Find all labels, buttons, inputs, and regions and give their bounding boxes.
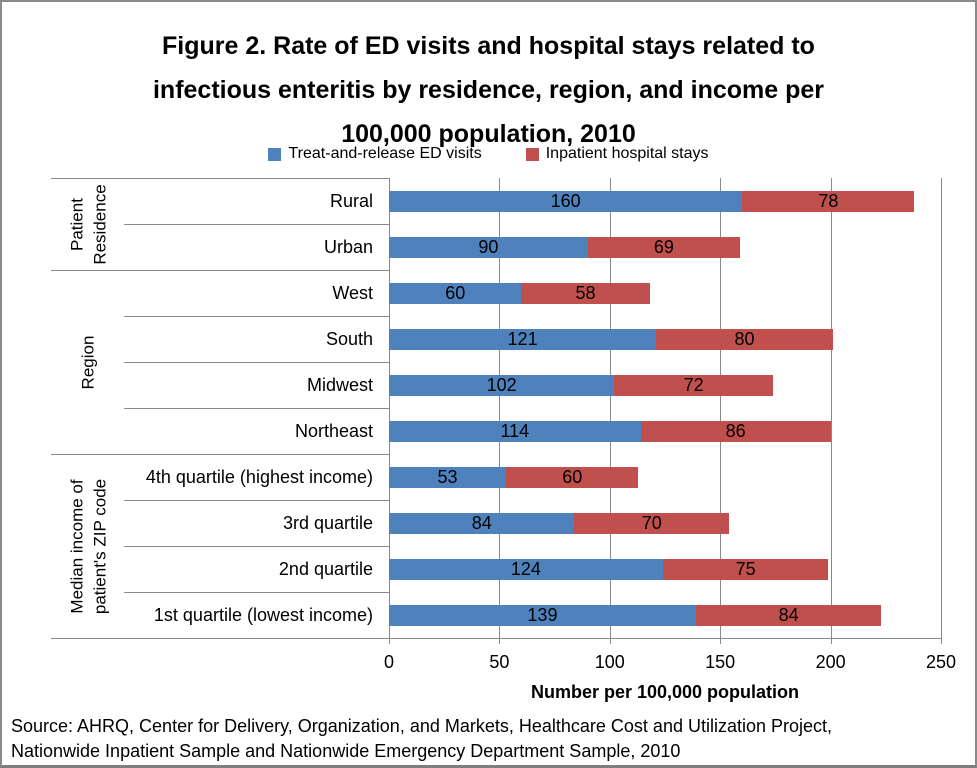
bar-segment-ed-visits: 60 (389, 282, 522, 304)
bar-segment-ed-visits: 102 (389, 374, 615, 396)
bar-segment-ed-visits: 53 (389, 466, 507, 488)
x-tick-label-200: 200 (815, 652, 846, 672)
bar-segment-ed-visits: 90 (389, 236, 588, 258)
legend-swatch-inpatient-stays-icon (525, 147, 539, 161)
legend: Treat-and-release ED visits Inpatient ho… (2, 145, 975, 163)
axis-tick-100 (609, 638, 611, 644)
x-axis-line (51, 638, 942, 639)
bar-segment-inpatient-stays: 69 (587, 236, 741, 258)
gridline-x-150 (720, 178, 722, 638)
x-tick-label-50: 50 (489, 652, 510, 672)
group-boundary-line (51, 178, 389, 179)
bar-segment-ed-visits: 121 (389, 328, 657, 350)
chart-title-line-3: 100,000 population, 2010 (341, 120, 636, 148)
category-separator-line (124, 224, 389, 225)
chart-title-line-2: infectious enteritis by residence, regio… (152, 76, 824, 104)
axis-tick-0 (389, 638, 390, 644)
axis-tick-200 (830, 638, 832, 644)
bar-segment-ed-visits: 124 (389, 558, 663, 580)
axis-tick-250 (941, 638, 942, 644)
bar-segment-ed-visits: 84 (389, 512, 575, 534)
x-axis-title: Number per 100,000 population (530, 682, 800, 702)
category-label: 4th quartile (highest income) (145, 466, 373, 487)
group-boundary-line (51, 454, 389, 455)
category-axis-line (389, 178, 390, 638)
category-separator-line (124, 592, 389, 593)
category-separator-line (124, 316, 389, 317)
gridline-x-100 (609, 178, 611, 638)
chart-title: Figure 2. Rate of ED visits and hospital… (2, 24, 975, 156)
legend-swatch-ed-visits-icon (268, 147, 282, 161)
bar-segment-ed-visits: 160 (389, 190, 743, 212)
bar-segment-ed-visits: 139 (389, 604, 696, 626)
bar-segment-inpatient-stays: 78 (742, 190, 915, 212)
category-label: Rural (329, 190, 373, 211)
group-label-2: Median income of patient's ZIP code (66, 478, 109, 614)
category-label: Northeast (294, 420, 373, 441)
category-label: 2nd quartile (278, 558, 373, 579)
chart-title-line-1: Figure 2. Rate of ED visits and hospital… (162, 32, 815, 60)
category-label: West (332, 282, 373, 303)
group-label-1: Region (78, 335, 97, 389)
legend-label-ed-visits: Treat-and-release ED visits (288, 145, 482, 162)
category-separator-line (124, 362, 389, 363)
gridline-x-50 (499, 178, 501, 638)
legend-item-inpatient-stays: Inpatient hospital stays (525, 145, 709, 163)
axis-tick-150 (720, 638, 722, 644)
category-label: Urban (323, 236, 373, 257)
bar-segment-inpatient-stays: 60 (506, 466, 639, 488)
bar-segment-ed-visits: 114 (389, 420, 641, 442)
bar-segment-inpatient-stays: 58 (521, 282, 650, 304)
gridline-x-200 (830, 178, 832, 638)
axis-tick-50 (499, 638, 501, 644)
x-tick-label-100: 100 (594, 652, 625, 672)
legend-item-ed-visits: Treat-and-release ED visits (268, 145, 482, 163)
x-tick-label-250: 250 (925, 652, 957, 672)
category-label: South (325, 328, 373, 349)
bar-segment-inpatient-stays: 70 (574, 512, 730, 534)
category-separator-line (124, 500, 389, 501)
category-label: 1st quartile (lowest income) (153, 604, 373, 625)
bar-segment-inpatient-stays: 72 (614, 374, 774, 396)
bar-segment-inpatient-stays: 80 (656, 328, 833, 350)
x-tick-label-150: 150 (705, 652, 736, 672)
source-note-line-2: Nationwide Inpatient Sample and Nationwi… (11, 741, 681, 761)
source-note-line-1: Source: AHRQ, Center for Delivery, Organ… (11, 716, 833, 736)
group-boundary-line (51, 270, 389, 271)
bar-segment-inpatient-stays: 84 (695, 604, 882, 626)
group-label-0: Patient Residence (66, 183, 109, 265)
category-separator-line (124, 546, 389, 547)
category-label: Midwest (306, 374, 373, 395)
legend-label-inpatient-stays: Inpatient hospital stays (545, 145, 709, 162)
category-label: 3rd quartile (282, 512, 373, 533)
gridline-x-250 (941, 178, 942, 638)
source-note: Source: AHRQ, Center for Delivery, Organ… (11, 714, 832, 764)
category-separator-line (124, 408, 389, 409)
bar-segment-inpatient-stays: 75 (662, 558, 829, 580)
bar-segment-inpatient-stays: 86 (640, 420, 831, 442)
x-tick-label-0: 0 (383, 652, 394, 672)
